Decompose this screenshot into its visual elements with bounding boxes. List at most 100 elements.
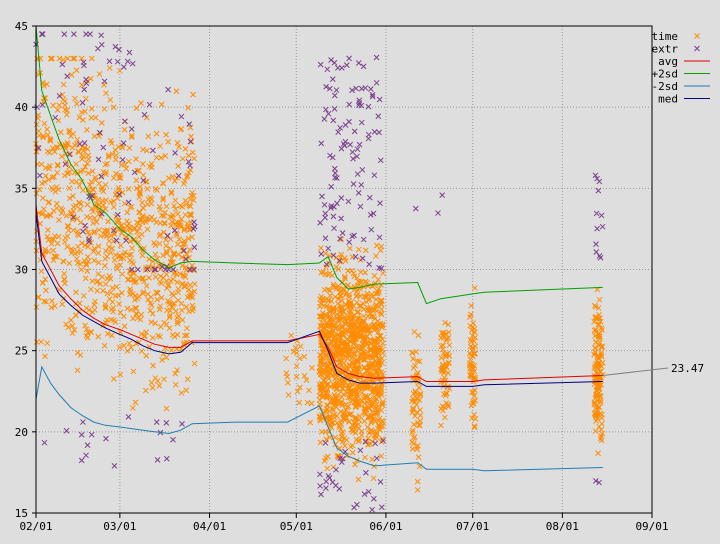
time-point: [117, 371, 124, 378]
time-point: [328, 298, 335, 304]
extr-point: [122, 118, 128, 125]
time-point: [292, 344, 299, 351]
time-point: [368, 418, 375, 425]
time-point: [69, 178, 75, 185]
time-point: [341, 286, 348, 293]
time-point: [441, 369, 447, 376]
time-point: [178, 390, 185, 396]
time-point: [118, 222, 125, 229]
time-point: [344, 345, 350, 352]
time-point: [169, 290, 175, 297]
time-point: [153, 130, 160, 137]
extr-point: [592, 172, 599, 179]
time-point: [177, 126, 184, 133]
extr-point: [317, 483, 323, 489]
time-point: [346, 310, 353, 317]
time-point: [96, 180, 102, 187]
y-tick-label: 25: [15, 345, 28, 358]
time-point: [158, 294, 165, 301]
time-point: [144, 214, 150, 221]
time-point: [50, 247, 57, 254]
time-point: [129, 245, 135, 252]
extr-point: [353, 85, 359, 92]
time-point: [187, 293, 193, 300]
time-point: [129, 259, 135, 265]
time-point: [38, 268, 45, 275]
time-point: [290, 348, 297, 355]
time-point: [335, 373, 342, 379]
extr-point: [338, 195, 345, 201]
time-point: [337, 359, 343, 365]
time-point: [592, 344, 598, 351]
time-point: [166, 299, 172, 305]
extr-point: [39, 101, 46, 108]
time-point: [95, 333, 102, 340]
time-point: [594, 362, 601, 369]
extr-point: [365, 103, 372, 110]
legend-label-3: +2sd: [652, 68, 679, 81]
time-point: [165, 138, 171, 145]
time-point: [340, 331, 347, 337]
time-point: [337, 293, 344, 300]
extr-point: [323, 83, 329, 90]
time-point: [595, 330, 602, 337]
time-point: [95, 243, 102, 250]
time-point: [121, 342, 127, 349]
extr-point: [339, 230, 346, 236]
time-point: [378, 281, 384, 288]
time-point: [309, 365, 315, 371]
time-point: [467, 365, 473, 372]
extr-point: [369, 506, 376, 513]
time-point: [142, 387, 149, 394]
time-point: [467, 360, 473, 367]
time-point: [360, 356, 367, 363]
extr-point: [116, 191, 123, 198]
extr-point: [340, 455, 346, 462]
time-point: [161, 220, 168, 227]
time-point: [468, 373, 475, 380]
time-point: [338, 317, 344, 324]
time-point: [88, 286, 94, 293]
time-point: [348, 411, 355, 417]
extr-point: [360, 63, 367, 70]
extr-point: [41, 439, 48, 446]
time-point: [297, 384, 303, 391]
time-point: [54, 107, 61, 113]
time-point: [143, 329, 149, 335]
extr-point: [81, 86, 88, 93]
time-point: [185, 235, 192, 242]
time-point: [188, 138, 195, 145]
time-point: [370, 388, 376, 395]
time-point: [330, 381, 337, 388]
extr-point: [596, 479, 602, 486]
time-point: [127, 204, 134, 211]
legend-marker-extr: [694, 45, 700, 52]
extr-point: [190, 226, 197, 232]
extr-point: [144, 266, 151, 273]
time-point: [106, 296, 113, 302]
time-point: [321, 303, 327, 309]
time-point: [113, 262, 120, 269]
time-point: [51, 303, 58, 309]
time-point: [343, 401, 349, 408]
y-tick-label: 30: [15, 264, 28, 277]
time-point: [35, 128, 42, 134]
time-point: [109, 245, 116, 252]
time-point: [598, 426, 605, 433]
extr-point: [98, 41, 105, 48]
time-point: [136, 225, 143, 231]
time-point: [379, 402, 386, 408]
time-point: [97, 233, 104, 239]
time-point: [329, 398, 336, 405]
time-point: [596, 404, 603, 411]
extr-point: [357, 203, 364, 210]
time-point: [54, 162, 61, 169]
extr-point: [377, 157, 384, 164]
time-point: [182, 146, 189, 152]
time-point: [347, 318, 354, 325]
time-point: [36, 186, 43, 193]
time-point: [40, 195, 46, 201]
time-point: [149, 334, 156, 341]
time-point: [106, 238, 113, 244]
time-point: [73, 178, 80, 185]
